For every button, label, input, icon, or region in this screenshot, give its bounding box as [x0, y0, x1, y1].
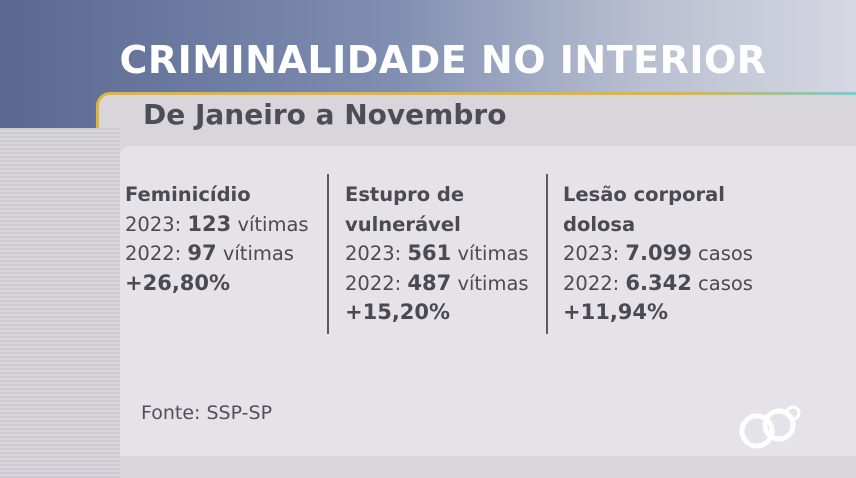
- stat-heading-line: vulnerável: [345, 212, 461, 236]
- stat-2022: 2022: 6.342 casos: [563, 269, 753, 299]
- year-label: 2023:: [125, 212, 182, 236]
- unit: casos: [698, 242, 753, 265]
- stat-heading-line-2: dolosa: [563, 210, 753, 240]
- year-label: 2022:: [345, 271, 402, 295]
- stat-heading: Feminicídio: [125, 180, 309, 210]
- column-divider: [327, 174, 329, 334]
- year-label: 2023:: [563, 242, 620, 265]
- year-label: 2022:: [125, 242, 182, 265]
- year-label: 2022:: [563, 271, 620, 295]
- value-2023: 561: [407, 241, 452, 265]
- stat-2022: 2022: 97 vítimas: [125, 239, 309, 269]
- page-title: CRIMINALIDADE NO INTERIOR: [119, 38, 767, 82]
- stat-heading-line-2: vulnerável: [345, 210, 529, 240]
- unit: vítimas: [457, 271, 529, 295]
- tv-logo-icon: [739, 405, 801, 449]
- unit: vítimas: [237, 212, 309, 236]
- column-divider: [546, 174, 548, 334]
- year-label: 2023:: [345, 242, 402, 265]
- unit: vítimas: [222, 242, 294, 265]
- stat-heading: Estupro de: [345, 180, 529, 210]
- stat-heading-line: Feminicídio: [125, 183, 251, 206]
- value-2023: 123: [187, 211, 232, 236]
- stat-2023: 2023: 7.099 casos: [563, 239, 753, 269]
- unit: vítimas: [457, 242, 529, 265]
- value-2022: 97: [187, 241, 217, 265]
- unit: casos: [698, 271, 753, 295]
- value-2022: 487: [407, 270, 452, 295]
- stat-feminicidio: Feminicídio 2023: 123 vítimas 2022: 97 v…: [125, 180, 309, 298]
- stats-panel: [120, 146, 856, 456]
- subtitle-band: [96, 92, 856, 153]
- change-percent: +15,20%: [345, 300, 451, 324]
- value-2022: 6.342: [625, 270, 692, 295]
- change-percent: +11,94%: [563, 300, 669, 324]
- source-note: Fonte: SSP-SP: [141, 402, 273, 424]
- stat-2023: 2023: 561 vítimas: [345, 239, 529, 269]
- decorative-stripes: [0, 128, 120, 478]
- stat-lesao: Lesão corporal dolosa 2023: 7.099 casos …: [563, 180, 753, 328]
- stat-heading-line: Lesão corporal: [563, 183, 725, 206]
- stat-heading-line: Estupro de: [345, 183, 465, 206]
- stat-estupro: Estupro de vulnerável 2023: 561 vítimas …: [345, 180, 529, 328]
- page-subtitle: De Janeiro a Novembro: [143, 98, 507, 131]
- stat-heading-line: dolosa: [563, 212, 636, 236]
- stat-2023: 2023: 123 vítimas: [125, 210, 309, 240]
- stat-heading: Lesão corporal: [563, 180, 753, 210]
- value-2023: 7.099: [625, 241, 692, 265]
- stat-2022: 2022: 487 vítimas: [345, 269, 529, 299]
- change-percent: +26,80%: [125, 270, 231, 295]
